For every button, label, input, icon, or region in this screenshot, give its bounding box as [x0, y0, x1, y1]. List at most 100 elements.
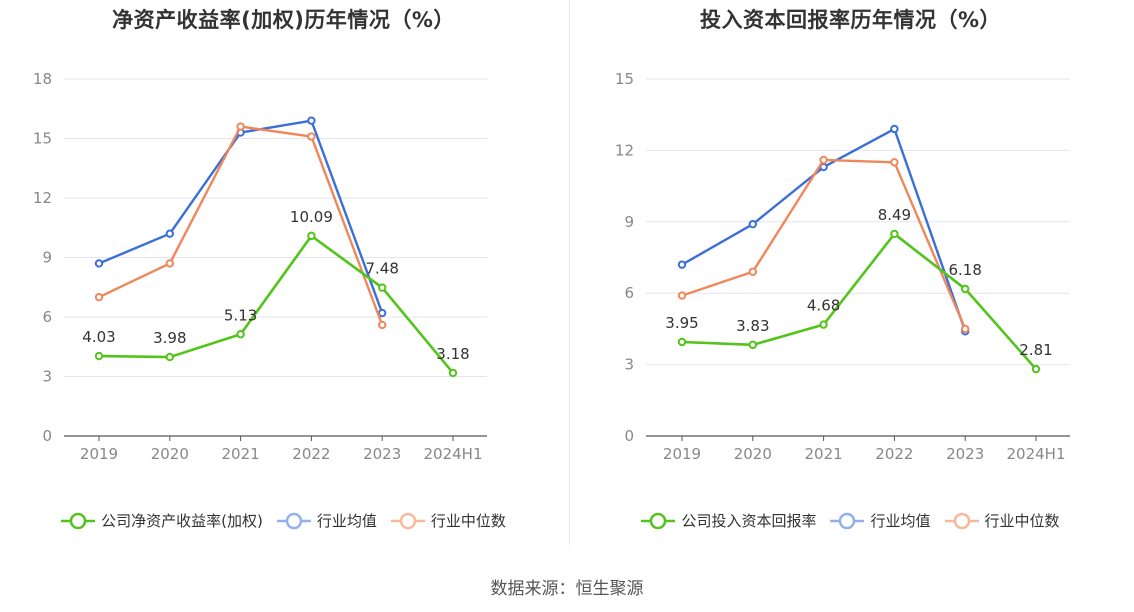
data-point: [165, 259, 175, 268]
data-point: [236, 330, 245, 339]
legend-marker-icon: [944, 512, 979, 529]
data-point: [448, 368, 458, 378]
series-line-1: [98, 119, 384, 314]
legend-item[interactable]: 公司净资产收益率(加权): [61, 510, 263, 531]
data-point: [890, 124, 899, 134]
data-label: 8.49: [878, 206, 911, 224]
data-point: [378, 283, 387, 292]
y-tick-label: 3: [42, 368, 52, 386]
y-tick-label: 12: [33, 189, 52, 207]
x-tick-label: 2020: [151, 445, 189, 463]
legend-item[interactable]: 行业中位数: [944, 510, 1060, 531]
data-label: 4.68: [807, 297, 840, 315]
data-point: [748, 340, 758, 350]
data-point: [819, 320, 828, 329]
legend-label: 行业均值: [316, 512, 377, 530]
data-label: 10.09: [290, 208, 333, 226]
data-point: [819, 155, 828, 165]
roe-line-chart: 0 3 6 9 12 15 18 2019 2020 2021 2022 2023 2024H1 4.03…: [33, 70, 487, 463]
roe-chart-panel: 净资产收益率(加权)历年情况（%） 0 3 6 9 12 15 18 2019 2020 2021…: [0, 0, 567, 560]
legend-label: 公司净资产收益率(加权): [101, 512, 263, 530]
y-tick-label: 15: [33, 130, 52, 148]
data-point: [961, 284, 970, 294]
y-tick-label: 18: [33, 70, 52, 88]
y-tick-label: 9: [42, 249, 52, 267]
legend-circle: [69, 512, 87, 529]
chart-title: 投入资本回报率历年情况（%）: [699, 8, 1002, 32]
roic-chart-panel: 投入资本回报率历年情况（%） 0 3 6 9 12 15 2019 2020 2021 2022 2…: [567, 0, 1134, 560]
x-tick-label: 2019: [80, 445, 118, 463]
x-tick-label: 2021: [222, 445, 260, 463]
data-point: [1031, 364, 1041, 374]
data-point: [890, 158, 899, 167]
x-tick-label: 2019: [663, 445, 701, 463]
data-label: 3.98: [153, 329, 186, 347]
data-point: [165, 352, 175, 362]
x-tick-label: 2024H1: [424, 445, 483, 463]
data-label: 6.18: [948, 261, 981, 279]
data-point: [748, 267, 758, 276]
data-point: [748, 219, 758, 229]
data-label: 4.03: [82, 328, 115, 346]
x-tick-label: 2023: [363, 445, 401, 463]
legend-marker-icon: [276, 512, 311, 529]
panel-divider: [569, 0, 570, 545]
data-point: [890, 229, 899, 239]
legend-marker-icon: [641, 512, 676, 529]
series-line-0: [681, 232, 1037, 370]
roe-legend: 公司净资产收益率(加权) 行业均值 行业中位数: [0, 510, 567, 531]
legend-circle: [650, 512, 667, 529]
legend-circle: [839, 512, 856, 529]
data-point: [961, 324, 970, 334]
data-point: [378, 320, 387, 330]
x-tick-label: 2020: [734, 445, 772, 463]
legend-item[interactable]: 行业均值: [830, 510, 931, 531]
y-tick-label: 3: [624, 356, 634, 374]
legend-label: 行业均值: [870, 512, 931, 530]
data-label: 7.48: [365, 260, 398, 278]
data-point: [677, 337, 687, 347]
data-point: [94, 351, 104, 361]
data-label: 3.83: [736, 317, 769, 335]
legend-circle: [285, 512, 303, 529]
data-label: 5.13: [224, 306, 257, 324]
legend-marker-icon: [61, 512, 96, 529]
y-tick-label: 6: [42, 308, 52, 326]
legend-item[interactable]: 行业中位数: [390, 510, 506, 531]
roic-legend: 公司投入资本回报率 行业均值 行业中位数: [567, 510, 1134, 531]
roic-line-chart: 0 3 6 9 12 15 2019 2020 2021 2022 2023 2024H1 3.95 3.…: [615, 70, 1070, 463]
y-tick-label: 6: [624, 284, 634, 302]
series-line-2: [98, 125, 384, 326]
data-label: 3.95: [665, 314, 698, 332]
series-line-0: [98, 234, 455, 374]
y-tick-label: 0: [42, 427, 52, 445]
legend-label: 行业中位数: [984, 512, 1060, 530]
legend-circle: [399, 512, 417, 529]
data-point: [307, 231, 316, 241]
y-tick-label: 9: [624, 213, 634, 231]
data-point: [307, 116, 316, 125]
x-tick-label: 2021: [805, 445, 843, 463]
data-point: [165, 229, 175, 238]
x-tick-label: 2024H1: [1007, 445, 1066, 463]
legend-marker-icon: [390, 512, 425, 529]
legend-label: 行业中位数: [430, 512, 506, 530]
data-point: [307, 132, 316, 141]
legend-item[interactable]: 公司投入资本回报率: [641, 510, 816, 531]
y-tick-label: 15: [615, 70, 634, 88]
data-point: [677, 260, 687, 269]
data-point: [94, 259, 104, 268]
legend-marker-icon: [830, 512, 865, 529]
y-tick-label: 12: [615, 141, 634, 159]
x-tick-label: 2023: [946, 445, 984, 463]
data-label: 3.18: [436, 345, 469, 363]
legend-item[interactable]: 行业均值: [276, 510, 377, 531]
legend-circle: [953, 512, 970, 529]
chart-title: 净资产收益率(加权)历年情况（%）: [112, 8, 455, 32]
x-tick-label: 2022: [875, 445, 913, 463]
x-tick-label: 2022: [292, 445, 330, 463]
data-source: 数据来源：恒生聚源: [490, 579, 644, 599]
data-point: [378, 308, 387, 318]
data-point: [236, 122, 245, 131]
data-point: [677, 291, 687, 300]
